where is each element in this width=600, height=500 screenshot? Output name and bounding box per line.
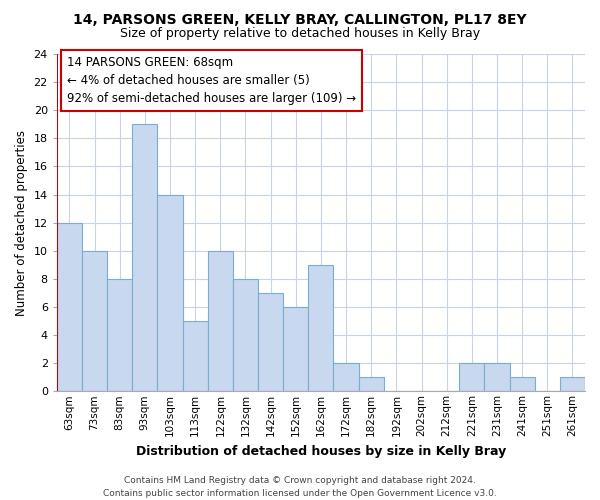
Bar	[182, 321, 208, 392]
Bar	[157, 194, 182, 392]
Y-axis label: Number of detached properties: Number of detached properties	[15, 130, 28, 316]
Bar	[258, 293, 283, 392]
Text: Contains HM Land Registry data © Crown copyright and database right 2024.
Contai: Contains HM Land Registry data © Crown c…	[103, 476, 497, 498]
Bar	[308, 265, 334, 392]
Bar	[208, 250, 233, 392]
Text: Size of property relative to detached houses in Kelly Bray: Size of property relative to detached ho…	[120, 28, 480, 40]
Bar	[459, 363, 484, 392]
Bar	[509, 377, 535, 392]
Bar	[359, 377, 384, 392]
Bar	[484, 363, 509, 392]
Bar	[82, 250, 107, 392]
Bar	[283, 307, 308, 392]
Text: 14 PARSONS GREEN: 68sqm
← 4% of detached houses are smaller (5)
92% of semi-deta: 14 PARSONS GREEN: 68sqm ← 4% of detached…	[67, 56, 356, 104]
Bar	[107, 279, 132, 392]
Text: 14, PARSONS GREEN, KELLY BRAY, CALLINGTON, PL17 8EY: 14, PARSONS GREEN, KELLY BRAY, CALLINGTO…	[73, 12, 527, 26]
Bar	[233, 279, 258, 392]
Bar	[132, 124, 157, 392]
Bar	[560, 377, 585, 392]
Bar	[334, 363, 359, 392]
Bar	[57, 222, 82, 392]
X-axis label: Distribution of detached houses by size in Kelly Bray: Distribution of detached houses by size …	[136, 444, 506, 458]
